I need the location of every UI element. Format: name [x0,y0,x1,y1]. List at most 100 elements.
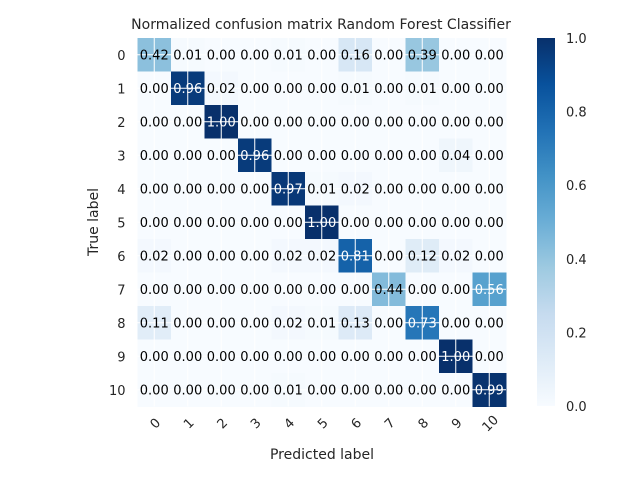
cell-value-label: 0.00 [341,283,370,298]
cell-value-label: 0.44 [374,283,403,298]
cell-value-label: 0.00 [207,249,236,264]
cell-value-label: 0.00 [408,182,437,197]
cell-value-label: 0.73 [408,316,437,331]
cell-value-label: 0.00 [408,115,437,130]
cell-value-label: 0.01 [173,48,202,63]
cell-value-label: 0.00 [408,350,437,365]
cell-value-label: 0.96 [173,82,202,97]
y-tick-label: 2 [117,116,125,131]
cell-value-label: 0.00 [140,383,169,398]
cell-value-label: 0.00 [341,216,370,231]
cell-value-label: 0.16 [341,48,370,63]
cell-value-label: 0.00 [475,316,504,331]
y-tick-label: 8 [117,317,125,332]
y-tick-label: 5 [117,216,125,231]
cell-value-label: 0.00 [374,149,403,164]
cell-value-label: 0.02 [274,316,303,331]
cell-value-label: 0.00 [475,48,504,63]
cell-value-label: 0.00 [240,249,269,264]
y-tick-label: 0 [117,49,125,64]
cell-value-label: 0.00 [374,249,403,264]
cell-value-label: 0.02 [341,182,370,197]
cell-value-label: 0.00 [441,316,470,331]
cell-value-label: 0.00 [274,149,303,164]
cell-value-label: 0.00 [341,350,370,365]
cell-value-label: 0.00 [374,350,403,365]
cell-value-label: 0.00 [408,216,437,231]
cell-value-label: 0.00 [374,115,403,130]
cell-value-label: 1.00 [441,350,470,365]
cell-value-label: 0.00 [475,216,504,231]
cell-value-label: 0.01 [274,48,303,63]
colorbar: 0.0 0.2 0.4 0.6 0.8 1.0 [537,32,587,415]
cell-value-label: 0.00 [274,82,303,97]
cell-value-label: 0.00 [374,383,403,398]
cell-value-label: 0.12 [408,249,437,264]
cell-value-label: 0.00 [140,82,169,97]
cell-value-label: 0.97 [274,182,303,197]
cell-value-label: 0.00 [475,115,504,130]
cell-value-label: 0.00 [475,149,504,164]
y-tick-label: 10 [109,384,126,399]
cell-value-label: 0.00 [240,283,269,298]
cell-value-label: 0.00 [341,149,370,164]
cell-value-label: 0.00 [207,149,236,164]
cell-value-label: 0.00 [207,48,236,63]
cell-value-label: 0.00 [307,149,336,164]
cell-value-label: 0.00 [374,48,403,63]
cell-value-label: 0.96 [240,149,269,164]
cell-value-label: 0.00 [240,182,269,197]
cell-value-label: 0.00 [341,115,370,130]
cell-value-label: 0.00 [240,316,269,331]
x-axis-label: Predicted label [270,447,374,463]
cell-value-label: 0.00 [140,216,169,231]
cell-value-label: 0.00 [307,82,336,97]
cell-value-label: 0.00 [274,216,303,231]
cell-value-label: 0.01 [408,82,437,97]
y-axis-label: True label [86,188,102,257]
cell-value-label: 0.00 [240,383,269,398]
cell-value-label: 1.00 [307,216,336,231]
cell-value-label: 0.42 [140,48,169,63]
grid-lines [137,38,506,407]
colorbar-tick-label: 0.4 [566,253,587,268]
cell-value-label: 0.00 [475,350,504,365]
colorbar-tick-label: 0.0 [566,400,587,415]
cell-value-label: 0.00 [140,149,169,164]
cell-value-label: 0.00 [173,216,202,231]
cell-value-label: 0.04 [441,149,470,164]
cell-value-label: 0.11 [140,316,169,331]
cell-value-label: 0.00 [140,350,169,365]
cell-value-label: 0.02 [207,82,236,97]
y-tick-label: 3 [117,149,125,164]
cell-value-label: 0.00 [475,182,504,197]
colorbar-tick-label: 1.0 [566,32,587,47]
cell-value-label: 0.00 [173,149,202,164]
cell-value-label: 0.00 [341,383,370,398]
cell-value-label: 0.00 [173,383,202,398]
cell-value-label: 0.00 [240,350,269,365]
cell-value-label: 0.13 [341,316,370,331]
y-tick-labels: 0 1 2 3 4 5 6 7 8 9 10 [109,49,126,399]
cell-value-label: 0.00 [207,383,236,398]
cell-value-label: 0.00 [408,149,437,164]
cell-value-label: 0.01 [274,383,303,398]
cell-value-label: 0.02 [274,249,303,264]
cell-value-labels: 0.42 0.01 0.00 0.00 0.01 0.00 0.16 0.00 0.39 0.00… [140,48,504,398]
colorbar-tick-label: 0.8 [566,106,587,121]
cell-value-label: 0.00 [240,216,269,231]
cell-value-label: 0.56 [475,283,504,298]
cell-value-label: 0.01 [307,182,336,197]
y-tick-label: 6 [117,250,125,265]
cell-value-label: 0.00 [207,182,236,197]
y-tick-label: 4 [117,183,125,198]
cell-value-label: 0.99 [475,383,504,398]
cell-value-label: 0.02 [441,249,470,264]
cell-value-label: 0.00 [173,115,202,130]
cell-value-label: 0.00 [307,350,336,365]
cell-value-label: 0.81 [341,249,370,264]
cell-value-label: 0.00 [173,350,202,365]
colorbar-gradient [537,38,555,406]
